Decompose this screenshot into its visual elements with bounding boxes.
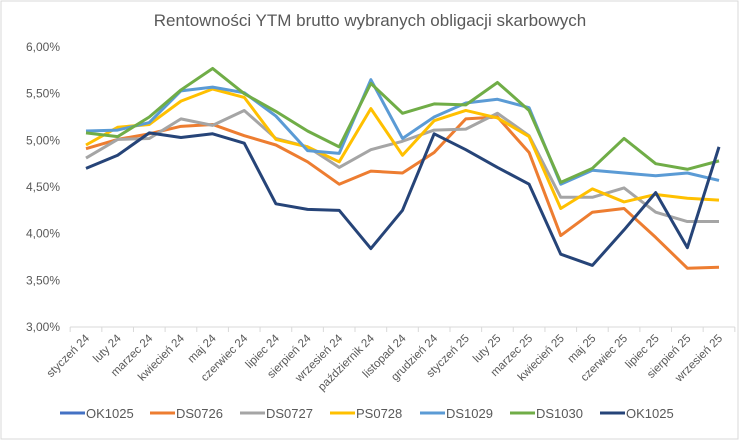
legend-label: PS0728	[356, 406, 402, 421]
legend-label: OK1025	[86, 406, 134, 421]
y-tick-label: 3,50%	[26, 273, 60, 287]
series-line-ds1029	[85, 78, 720, 186]
y-tick-label: 6,00%	[26, 40, 60, 54]
legend-item: DS1030	[510, 406, 583, 421]
y-tick-label: 5,00%	[26, 133, 60, 147]
series-line-ds0726	[85, 115, 720, 270]
legend-item: DS0727	[240, 406, 313, 421]
legend-item: DS0726	[150, 406, 223, 421]
series-line-ok1025	[85, 131, 721, 267]
legend-label: DS0726	[176, 406, 223, 421]
y-tick-label: 4,00%	[26, 227, 60, 241]
legend-item: PS0728	[330, 406, 402, 421]
legend-label: OK1025	[626, 406, 674, 421]
y-tick-label: 5,50%	[26, 87, 60, 101]
legend-label: DS1030	[536, 406, 583, 421]
legend-label: DS0727	[266, 406, 313, 421]
series-line-ds0727	[85, 108, 719, 224]
y-tick-label: 4,50%	[26, 180, 60, 194]
series-line-ps0728	[85, 87, 720, 210]
legend-item: OK1025	[600, 406, 674, 421]
chart-title: Rentowności YTM brutto wybranych obligac…	[154, 11, 586, 30]
legend-item: OK1025	[60, 406, 134, 421]
series-line-ds1030	[85, 66, 720, 184]
legend-item: DS1029	[420, 406, 493, 421]
y-tick-label: 3,00%	[26, 320, 60, 334]
legend-label: DS1029	[446, 406, 493, 421]
